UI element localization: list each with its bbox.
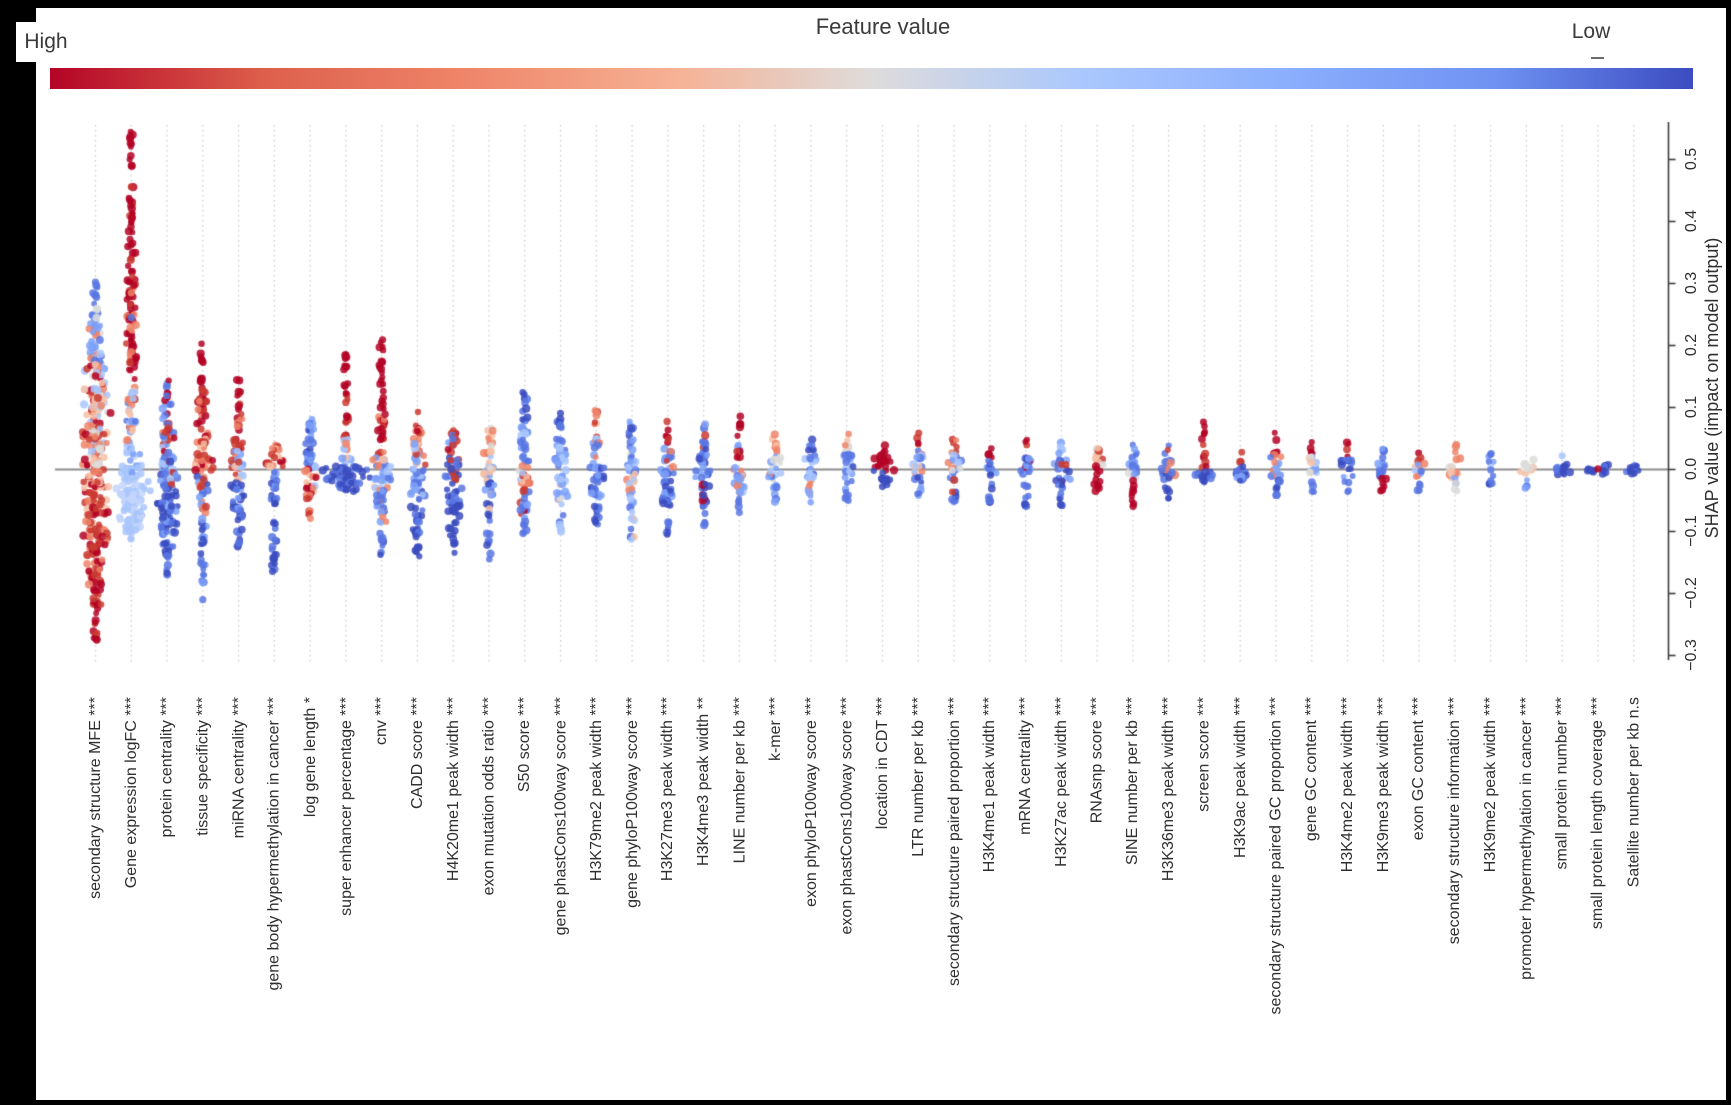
feature-label: gene GC content *** (1303, 697, 1321, 842)
feature-label: gene phastCons100way score *** (552, 697, 570, 936)
feature-label: small protein number *** (1553, 697, 1571, 870)
feature-label: cnv *** (373, 697, 391, 746)
feature-label: H3K9ac peak width *** (1231, 697, 1249, 858)
colorbar-title: Feature value (815, 14, 951, 39)
feature-label: H3K4me1 peak width *** (981, 697, 999, 873)
feature-label: tissue specificity *** (194, 697, 212, 836)
colorbar-high-box: High (16, 22, 76, 62)
feature-label: protein centrality *** (158, 697, 176, 838)
feature-label: H3K4me2 peak width *** (1339, 697, 1357, 873)
feature-label: LTR number per kb *** (909, 697, 927, 857)
feature-label: secondary structure information *** (1446, 697, 1464, 945)
feature-label: log gene length * (301, 697, 319, 818)
feature-label: exon GC content *** (1410, 697, 1428, 841)
feature-label: secondary structure paired proportion **… (945, 697, 963, 987)
feature-label: H3K9me3 peak width *** (1374, 697, 1392, 873)
feature-label: exon phyloP100way score *** (802, 697, 820, 907)
feature-label: Gene expression logFC *** (122, 697, 140, 889)
y-tick-label: −0.3 (1683, 638, 1700, 671)
feature-label: gene body hypermethylation in cancer *** (265, 697, 283, 991)
feature-label: super enhancer percentage *** (337, 697, 355, 916)
feature-label: location in CDT *** (874, 697, 892, 830)
feature-label: screen score *** (1195, 697, 1213, 812)
feature-label: H3K27me3 peak width *** (659, 697, 677, 882)
feature-label: miRNA centrality *** (230, 697, 248, 839)
feature-label: small protein length coverage *** (1589, 697, 1607, 930)
y-axis-label: SHAP value (impact on model output) (1702, 237, 1722, 539)
feature-label: H3K36me3 peak width *** (1160, 697, 1178, 882)
feature-label: secondary structure paired GC proportion… (1267, 697, 1285, 1015)
feature-label: LINE number per kb *** (730, 697, 748, 864)
feature-label: S50 score *** (516, 697, 534, 793)
feature-label: promoter hypermethylation in cancer *** (1517, 697, 1535, 980)
feature-label: k-mer *** (766, 697, 784, 762)
feature-label: CADD score *** (408, 697, 426, 810)
feature-value-colorbar (50, 68, 1693, 89)
colorbar-high-label: High (24, 30, 68, 53)
feature-label: exon phastCons100way score *** (838, 697, 856, 935)
feature-label: H4K20me1 peak width *** (444, 697, 462, 882)
feature-label: SINE number per kb *** (1124, 697, 1142, 866)
feature-label: mRNA centrality *** (1017, 697, 1035, 835)
feature-label: RNAsnp score *** (1088, 697, 1106, 824)
feature-label: exon mutation odds ratio *** (480, 697, 498, 896)
feature-label: H3K79me2 peak width *** (587, 697, 605, 882)
feature-label: gene phyloP100way score *** (623, 697, 641, 908)
feature-label: secondary structure MFE *** (87, 697, 104, 899)
colorbar-low-label: Low (1571, 20, 1611, 43)
feature-label: H3K9me2 peak width *** (1482, 697, 1500, 873)
colorbar-tick (1591, 57, 1604, 59)
feature-label: H3K4me3 peak width ** (695, 697, 713, 866)
feature-label: Satellite number per kb n.s (1625, 697, 1643, 888)
feature-label: H3K27ac peak width *** (1052, 697, 1070, 867)
